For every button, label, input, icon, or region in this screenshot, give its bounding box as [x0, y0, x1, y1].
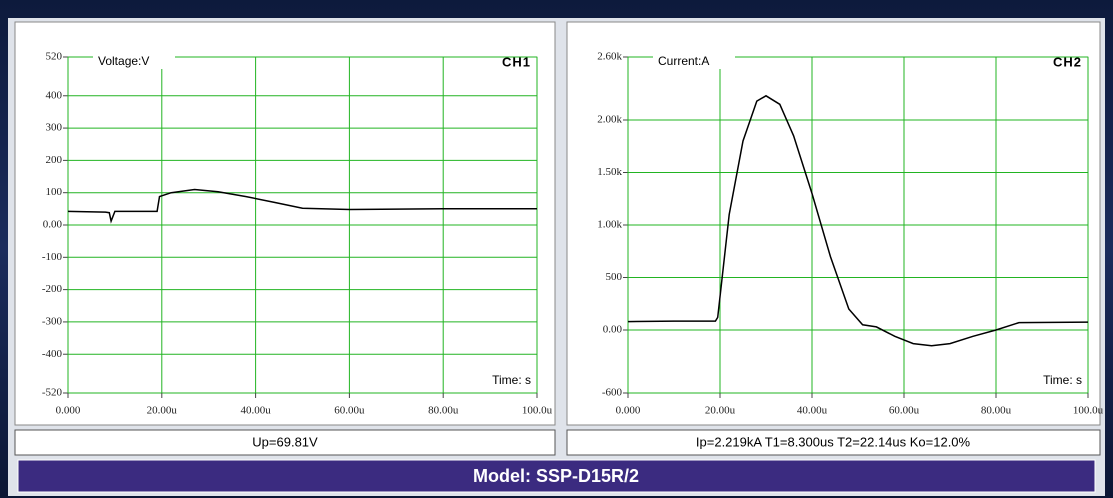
- y-tick-label: 100: [46, 186, 63, 198]
- x-tick-label: 100.0u: [1073, 405, 1104, 417]
- y-tick-label: 0.00: [43, 219, 63, 231]
- x-tick-label: 80.00u: [981, 405, 1012, 417]
- y-tick-label: 200: [46, 154, 63, 166]
- model-bar: [17, 459, 1096, 493]
- x-tick-label: 80.00u: [428, 405, 459, 417]
- x-tick-label: 0.000: [56, 405, 81, 417]
- y-axis-label: Current:A: [658, 54, 709, 68]
- y-tick-label: -100: [42, 251, 63, 263]
- y-tick-label: 0.00: [603, 324, 623, 336]
- readout: Up=69.81V: [252, 434, 318, 449]
- y-tick-label: 2.60k: [597, 51, 622, 63]
- x-tick-label: 20.00u: [147, 405, 178, 417]
- y-tick-label: 1.00k: [597, 219, 622, 231]
- x-tick-label: 40.00u: [240, 405, 271, 417]
- x-axis-label: Time: s: [492, 373, 531, 387]
- model: Model: SSP-D15R/2: [473, 466, 639, 486]
- trace: [67, 188, 537, 224]
- y-tick-label: -600: [602, 387, 623, 399]
- readout-box: [566, 429, 1101, 456]
- x-tick-label: 0.000: [616, 405, 641, 417]
- channel-title: CH1: [502, 54, 531, 69]
- trace: [627, 94, 1089, 347]
- channel-title: CH2: [1053, 54, 1082, 69]
- x-tick-label: 60.00u: [889, 405, 920, 417]
- y-tick-label: 300: [46, 122, 63, 134]
- y-tick-label: -200: [42, 283, 63, 295]
- y-tick-label: -520: [42, 387, 63, 399]
- label-bg: [93, 54, 175, 69]
- y-tick-label: 400: [46, 89, 63, 101]
- y-tick-label: 2.00k: [597, 114, 622, 126]
- readout-box: [14, 429, 556, 456]
- x-tick-label: 100.0u: [522, 405, 553, 417]
- y-tick-label: 1.50k: [597, 166, 622, 178]
- x-axis-label: Time: s: [1043, 373, 1082, 387]
- y-tick-label: 500: [606, 271, 623, 283]
- x-tick-label: 60.00u: [334, 405, 365, 417]
- label-bg: [653, 54, 735, 69]
- x-tick-label: 20.00u: [705, 405, 736, 417]
- y-tick-label: -400: [42, 348, 63, 360]
- y-tick-label: -300: [42, 315, 63, 327]
- readout: Ip=2.219kA T1=8.300us T2=22.14us Ko=12.0…: [696, 434, 971, 449]
- y-tick-label: 520: [46, 51, 63, 63]
- x-tick-label: 40.00u: [797, 405, 828, 417]
- y-axis-label: Voltage:V: [98, 54, 149, 68]
